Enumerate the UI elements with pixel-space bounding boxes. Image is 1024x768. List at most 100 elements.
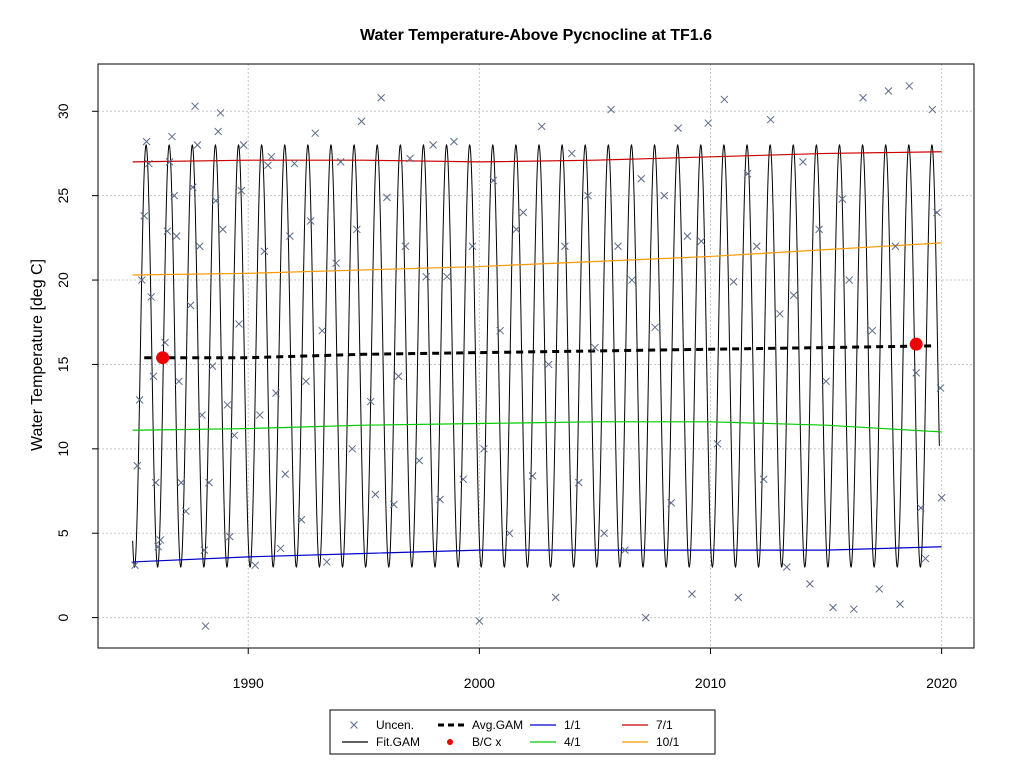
uncensored-point [389,500,398,509]
uncensored-point [230,431,239,440]
legend-item: Fit.GAM [342,735,420,749]
cross-stroke [743,169,752,178]
x-tick-label: 2000 [464,675,495,691]
uncensored-point [223,401,232,409]
legend-label: B/C x [472,735,501,749]
cross-stroke [383,193,391,202]
cross-stroke [875,585,884,593]
uncensored-point [201,622,210,630]
uncensored-point [377,93,385,102]
cross-stroke [322,558,331,566]
uncensored-point [272,389,280,397]
cross-stroke [891,242,900,251]
bc-point [156,351,170,365]
cross-stroke [168,132,176,141]
cross-stroke [584,191,592,200]
cross-stroke [200,546,209,554]
cross-stroke [264,161,272,170]
legend-swatch-cross [350,721,358,729]
uncensored-point [142,137,151,146]
cross-stroke [789,291,798,300]
uncensored-point [239,141,248,149]
uncensored-point [163,227,172,235]
uncensored-point [584,191,592,200]
cross-stroke [933,208,941,217]
cross-stroke [905,82,914,90]
cross-stroke [537,122,546,131]
legend: Uncen. Fit.GAM Avg.GAM B/C x 1/1 4/1 7/1 10/1 [329,709,716,755]
cross-stroke [377,93,385,102]
cross-stroke [260,247,269,256]
y-tick-label: 0 [55,614,71,622]
bc-point [909,337,923,351]
cross-stroke [849,605,858,614]
uncensored-point [528,471,537,480]
uncensored-point [561,242,569,251]
cross-stroke [512,225,521,234]
x-tick-label: 2020 [926,675,957,691]
cross-stroke [829,603,837,612]
uncensored-point [147,293,156,301]
uncensored-point [415,456,424,465]
uncensored-point [212,196,220,205]
uncensored-point [422,272,431,281]
uncensored-point [775,309,784,318]
uncensored-point [743,169,752,178]
cross-stroke [154,542,162,551]
uncensored-point [512,225,521,234]
uncensored-point [336,158,345,166]
uncensored-point [235,320,243,328]
legend-label: Fit.GAM [376,735,420,749]
uncensored-point [829,603,837,612]
uncensored-point [156,536,165,544]
uncensored-point [161,338,169,347]
uncensored-point [138,276,146,284]
uncensored-point [260,247,269,256]
uncensored-point [505,529,514,538]
uncensored-point [875,585,884,593]
cross-stroke [135,396,144,404]
cross-stroke [147,293,156,301]
cross-stroke [172,232,181,241]
cross-stroke [348,444,357,453]
cross-stroke [161,338,169,347]
uncensored-point [285,232,294,241]
uncensored-point [135,396,144,404]
cross-stroke [450,137,458,146]
uncensored-point [322,558,331,566]
cross-stroke [775,309,784,318]
cross-stroke [170,191,179,200]
y-tick-label: 20 [55,272,71,288]
uncensored-point [264,161,272,170]
cross-stroke [336,158,345,166]
uncensored-point [697,237,706,246]
cross-stroke [551,593,560,602]
x-tick-label: 2010 [695,675,726,691]
uncensored-point [734,593,743,602]
uncensored-point [480,444,488,453]
uncensored-point [713,439,722,448]
legend-item: 10/1 [622,735,680,749]
legend-item: B/C x [447,735,501,749]
uncensored-point [450,137,458,146]
cross-stroke [591,343,599,352]
uncensored-point [667,498,676,507]
legend-item: 4/1 [530,735,581,749]
uncensored-point [394,372,403,381]
uncensored-point [704,119,713,127]
cross-stroke [191,102,199,111]
uncensored-point [759,475,768,484]
cross-stroke [149,372,158,381]
cross-stroke [138,276,146,284]
plot-frame [97,63,975,649]
uncensored-point [475,617,484,625]
uncensored-point [195,242,204,251]
uncensored-point [205,478,213,487]
uncensored-point [251,561,260,570]
cross-stroke [195,242,204,251]
cross-stroke [193,141,202,149]
fit-gam-line [132,143,940,569]
cross-stroke [212,196,220,205]
uncensored-point [459,475,468,484]
uncensored-point [200,546,209,554]
